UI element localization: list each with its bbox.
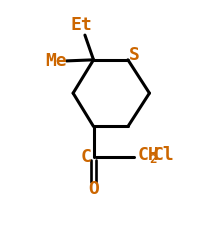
Text: C: C	[81, 148, 91, 166]
Text: S: S	[129, 46, 139, 64]
Text: 2: 2	[149, 153, 157, 166]
Text: O: O	[88, 180, 99, 198]
Text: Me: Me	[45, 52, 67, 70]
Text: Cl: Cl	[153, 146, 175, 164]
Text: CH: CH	[138, 146, 159, 164]
Text: Et: Et	[70, 16, 92, 34]
